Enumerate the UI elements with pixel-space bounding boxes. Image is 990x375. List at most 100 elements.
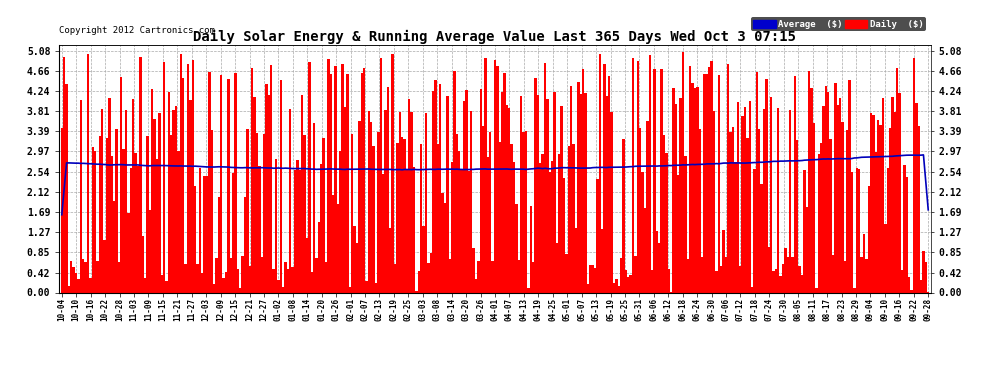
Bar (903, 165, 906, 292)
Bar (563, 178, 565, 292)
Bar (340, 151, 342, 292)
Bar (140, 57, 142, 292)
Bar (72, 267, 75, 292)
Bar (377, 132, 379, 292)
Bar (901, 270, 903, 292)
Bar (96, 261, 99, 292)
Bar (279, 80, 282, 292)
Bar (544, 63, 546, 292)
Bar (247, 129, 248, 292)
Bar (289, 110, 291, 292)
Bar (879, 124, 882, 292)
Title: Daily Solar Energy & Running Average Value Last 365 Days Wed Oct 3 07:15: Daily Solar Energy & Running Average Val… (193, 30, 797, 44)
Bar (772, 270, 775, 292)
Bar (391, 54, 394, 292)
Bar (815, 288, 818, 292)
Bar (539, 163, 542, 292)
Bar (242, 256, 244, 292)
Bar (108, 98, 111, 292)
Bar (487, 157, 489, 292)
Bar (579, 94, 582, 292)
Bar (153, 120, 155, 292)
Bar (632, 58, 635, 292)
Bar (370, 122, 372, 292)
Bar (767, 247, 770, 292)
Legend: Average  ($), Daily  ($): Average ($), Daily ($) (751, 17, 926, 31)
Bar (323, 138, 325, 292)
Bar (265, 84, 267, 292)
Bar (442, 193, 444, 292)
Bar (348, 287, 351, 292)
Bar (460, 168, 463, 292)
Bar (689, 66, 691, 292)
Bar (301, 95, 303, 292)
Bar (701, 257, 703, 292)
Bar (820, 143, 823, 292)
Bar (396, 142, 399, 292)
Bar (432, 91, 435, 292)
Bar (448, 259, 451, 292)
Bar (420, 144, 423, 292)
Bar (160, 275, 163, 292)
Bar (365, 280, 367, 292)
Bar (389, 228, 391, 292)
Bar (762, 110, 765, 292)
Bar (375, 283, 377, 292)
Bar (658, 243, 660, 292)
Bar (691, 82, 694, 292)
Bar (742, 116, 743, 292)
Bar (453, 71, 455, 292)
Bar (572, 144, 575, 292)
Bar (755, 72, 758, 292)
Bar (518, 260, 520, 292)
Bar (923, 251, 925, 292)
Bar (730, 132, 732, 292)
Bar (435, 80, 437, 292)
Bar (258, 166, 260, 292)
Bar (342, 64, 344, 292)
Bar (896, 68, 899, 292)
Bar (779, 276, 782, 292)
Bar (232, 173, 235, 292)
Bar (163, 62, 165, 292)
Bar (608, 76, 611, 292)
Bar (170, 135, 172, 292)
Bar (832, 255, 835, 292)
Bar (627, 277, 630, 292)
Bar (427, 264, 430, 292)
Text: Copyright 2012 Cartronics.com: Copyright 2012 Cartronics.com (59, 26, 215, 35)
Bar (850, 172, 853, 292)
Bar (175, 106, 177, 292)
Bar (760, 184, 762, 292)
Bar (413, 167, 415, 292)
Bar (855, 168, 858, 292)
Bar (860, 257, 862, 292)
Bar (158, 113, 160, 292)
Bar (228, 79, 230, 292)
Bar (594, 268, 596, 292)
Bar (99, 136, 101, 292)
Bar (796, 140, 799, 292)
Bar (130, 168, 132, 292)
Bar (125, 110, 128, 292)
Bar (187, 64, 189, 292)
Bar (677, 175, 679, 292)
Bar (601, 229, 603, 292)
Bar (379, 58, 382, 292)
Bar (184, 264, 187, 292)
Bar (277, 280, 279, 292)
Bar (223, 278, 225, 292)
Bar (555, 243, 558, 292)
Bar (558, 154, 560, 292)
Bar (165, 281, 167, 292)
Bar (758, 129, 760, 292)
Bar (530, 206, 532, 292)
Bar (848, 81, 850, 292)
Bar (291, 267, 294, 292)
Bar (220, 75, 223, 292)
Bar (846, 130, 848, 292)
Bar (106, 138, 108, 292)
Bar (713, 111, 715, 292)
Bar (618, 286, 620, 292)
Bar (527, 288, 530, 292)
